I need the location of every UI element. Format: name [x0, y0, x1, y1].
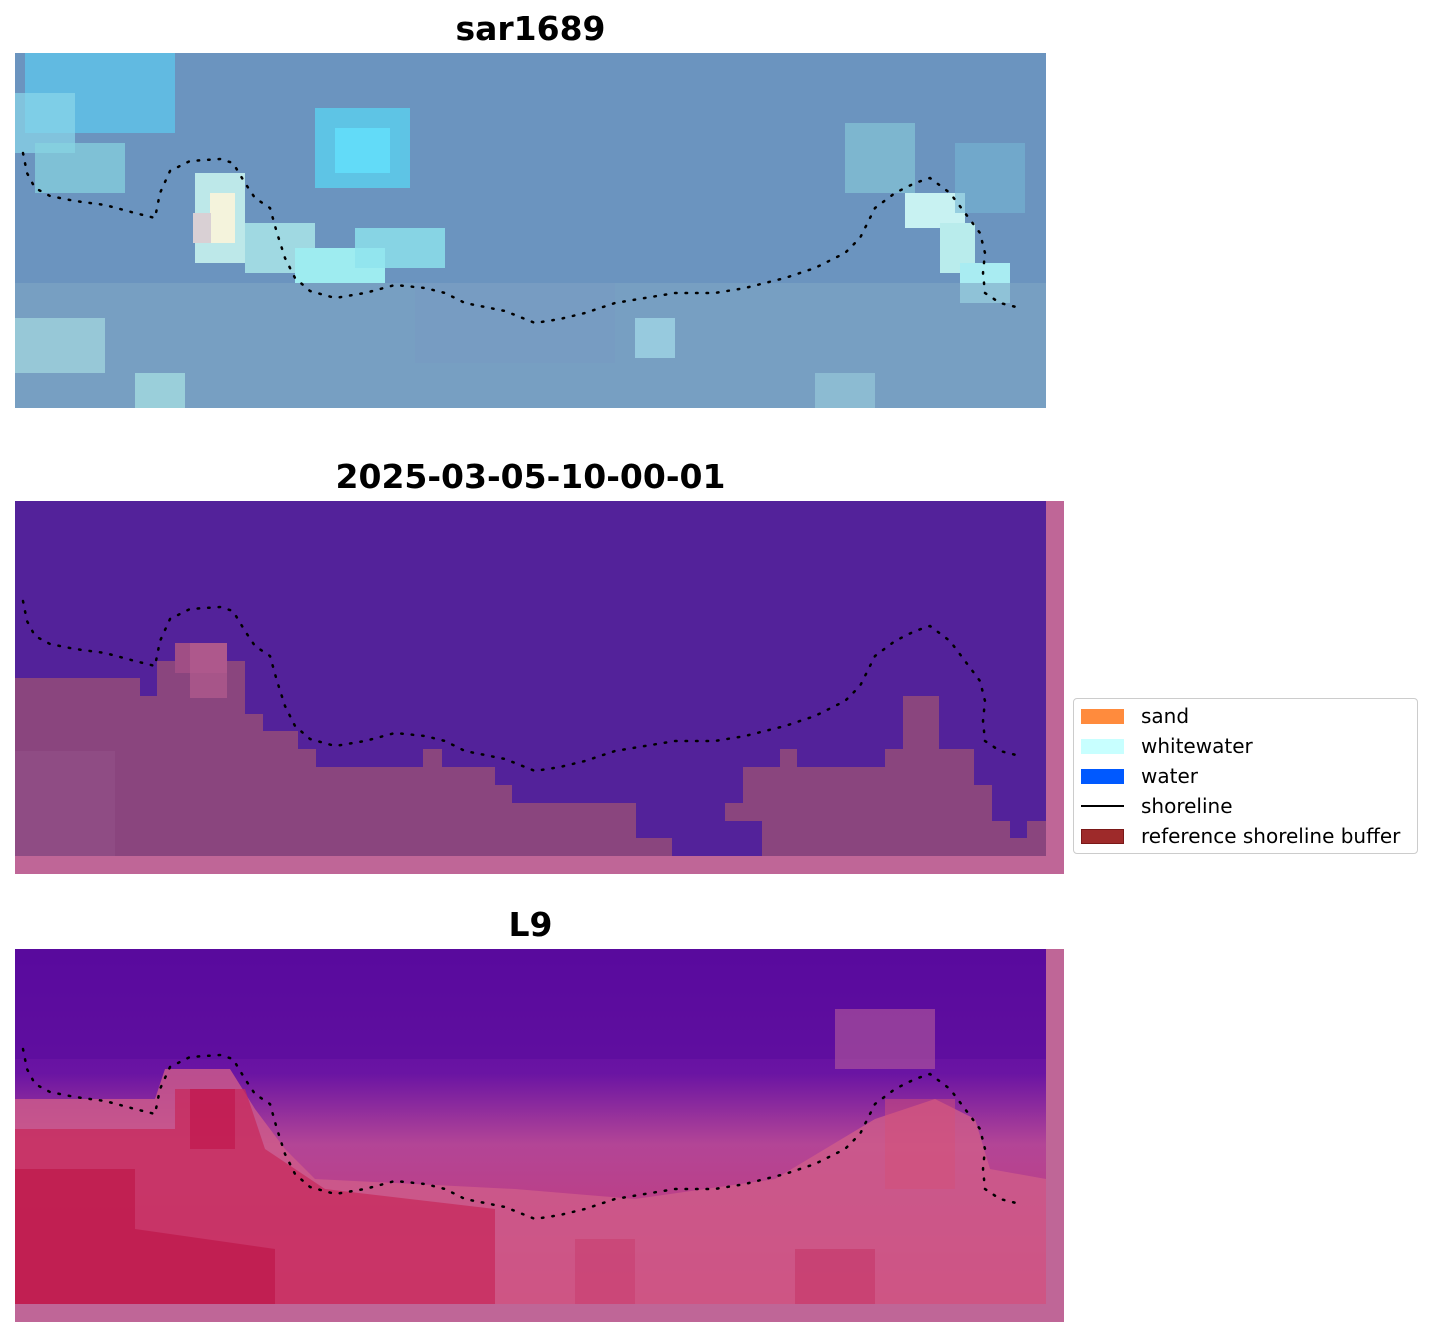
- legend-label: reference shoreline buffer: [1141, 824, 1401, 848]
- legend-swatch-whitewater: [1081, 739, 1124, 754]
- rgb-image-panel: [15, 53, 1046, 408]
- legend-label: shoreline: [1141, 794, 1233, 818]
- legend-label: whitewater: [1141, 734, 1253, 758]
- panel-title-rgb: sar1689: [455, 9, 606, 48]
- rgb-image: [15, 53, 1046, 408]
- legend-swatch-reference-buffer: [1081, 829, 1124, 844]
- legend-swatch-shoreline: [1081, 805, 1124, 807]
- legend-item-shoreline: shoreline: [1074, 791, 1417, 821]
- index-panel: [15, 949, 1064, 1322]
- legend-item-whitewater: whitewater: [1074, 731, 1417, 761]
- panel-title-classification: 2025-03-05-10-00-01: [335, 457, 726, 496]
- classification-image: [15, 501, 1064, 874]
- classification-panel: [15, 501, 1064, 874]
- legend-swatch-sand: [1081, 709, 1124, 724]
- legend-item-sand: sand: [1074, 701, 1417, 731]
- index-image: [15, 949, 1064, 1322]
- panel-title-index: L9: [508, 905, 553, 944]
- legend-label: water: [1141, 764, 1198, 788]
- legend: sand whitewater water shoreline referenc…: [1073, 698, 1418, 854]
- legend-item-water: water: [1074, 761, 1417, 791]
- legend-item-reference-buffer: reference shoreline buffer: [1074, 821, 1417, 851]
- legend-label: sand: [1141, 704, 1190, 728]
- legend-swatch-water: [1081, 769, 1124, 784]
